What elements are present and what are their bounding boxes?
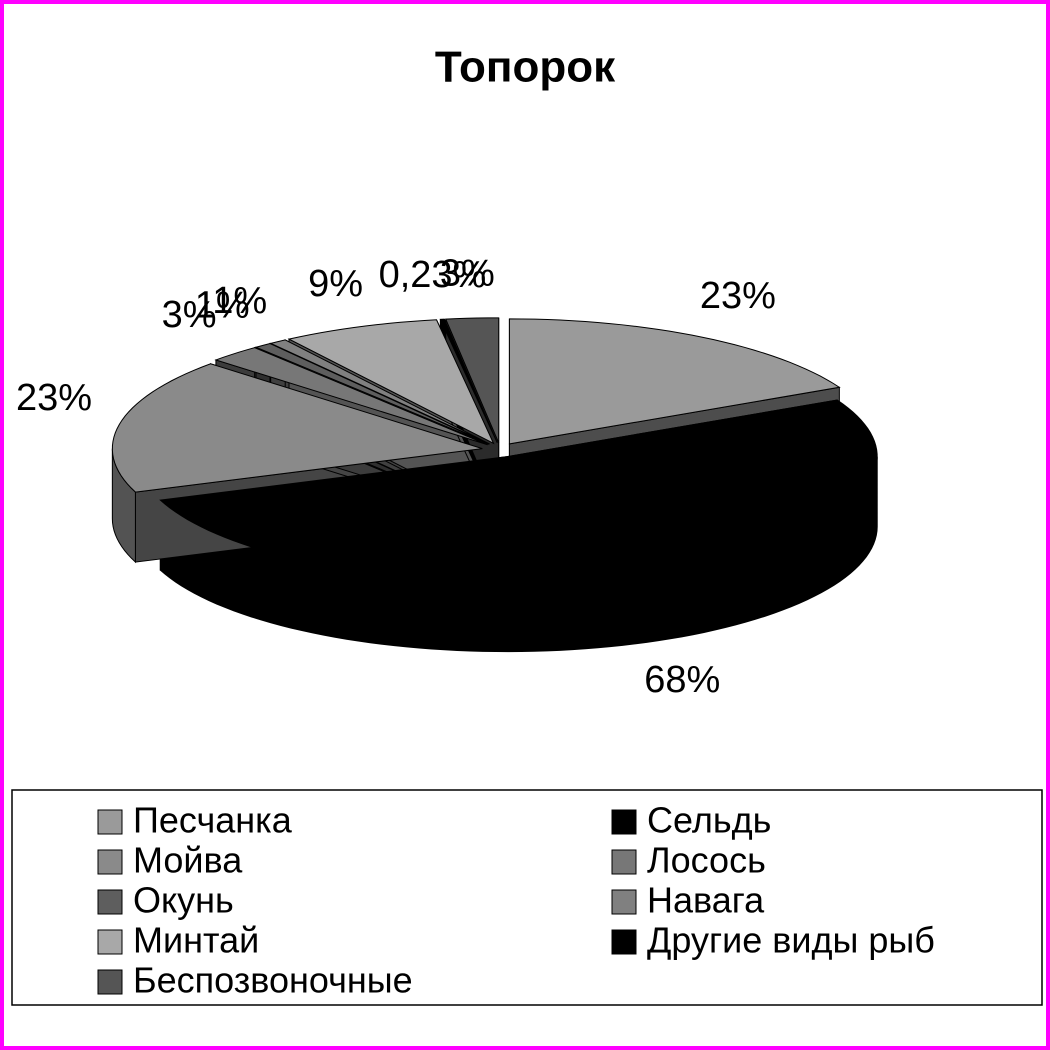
data-labels: 23%68%23%3%1%1% 9% 0,23%3% [16, 253, 776, 701]
data-label: 1% [195, 285, 250, 327]
legend-label: Мойва [133, 840, 243, 881]
data-label: 68% [644, 659, 720, 701]
slice-top [287, 319, 495, 445]
legend-label: Сельдь [647, 800, 771, 841]
legend: Песчанка Сельдь Мойва Лосось Окунь Навага Минт… [97, 800, 935, 1001]
slice-top [214, 347, 488, 446]
data-label: 9% [308, 263, 363, 305]
data-label: 0,23% [379, 254, 487, 296]
legend-swatch [611, 809, 637, 835]
slice-top [508, 318, 841, 445]
slice-top [159, 399, 878, 583]
data-label: 3% [162, 294, 217, 336]
legend-swatch [97, 809, 123, 835]
slice-top [111, 363, 483, 493]
legend-swatch [97, 849, 123, 875]
data-label: 1% [212, 280, 267, 322]
legend-label: Песчанка [133, 800, 293, 841]
legend-swatch [611, 929, 637, 955]
legend-label: Навага [647, 880, 765, 921]
chart-title: Топорок [435, 43, 616, 92]
legend-label: Окунь [133, 880, 234, 921]
legend-label: Лосось [647, 840, 766, 881]
data-label: 23% [16, 377, 92, 419]
legend-label: Другие виды рыб [647, 920, 935, 961]
slice-top [269, 339, 490, 445]
data-label: 3% [440, 253, 495, 295]
legend-swatch [97, 929, 123, 955]
legend-swatch [611, 889, 637, 915]
legend-label: Беспозвоночные [133, 960, 413, 1001]
legend-swatch [97, 889, 123, 915]
legend-box [11, 789, 1043, 1006]
slice-top [439, 318, 498, 444]
legend-swatch [611, 849, 637, 875]
legend-swatch [97, 969, 123, 995]
pie-tops [111, 317, 878, 583]
legend-label: Минтай [133, 920, 259, 961]
data-label: 23% [700, 275, 776, 317]
slice-top [445, 317, 500, 444]
